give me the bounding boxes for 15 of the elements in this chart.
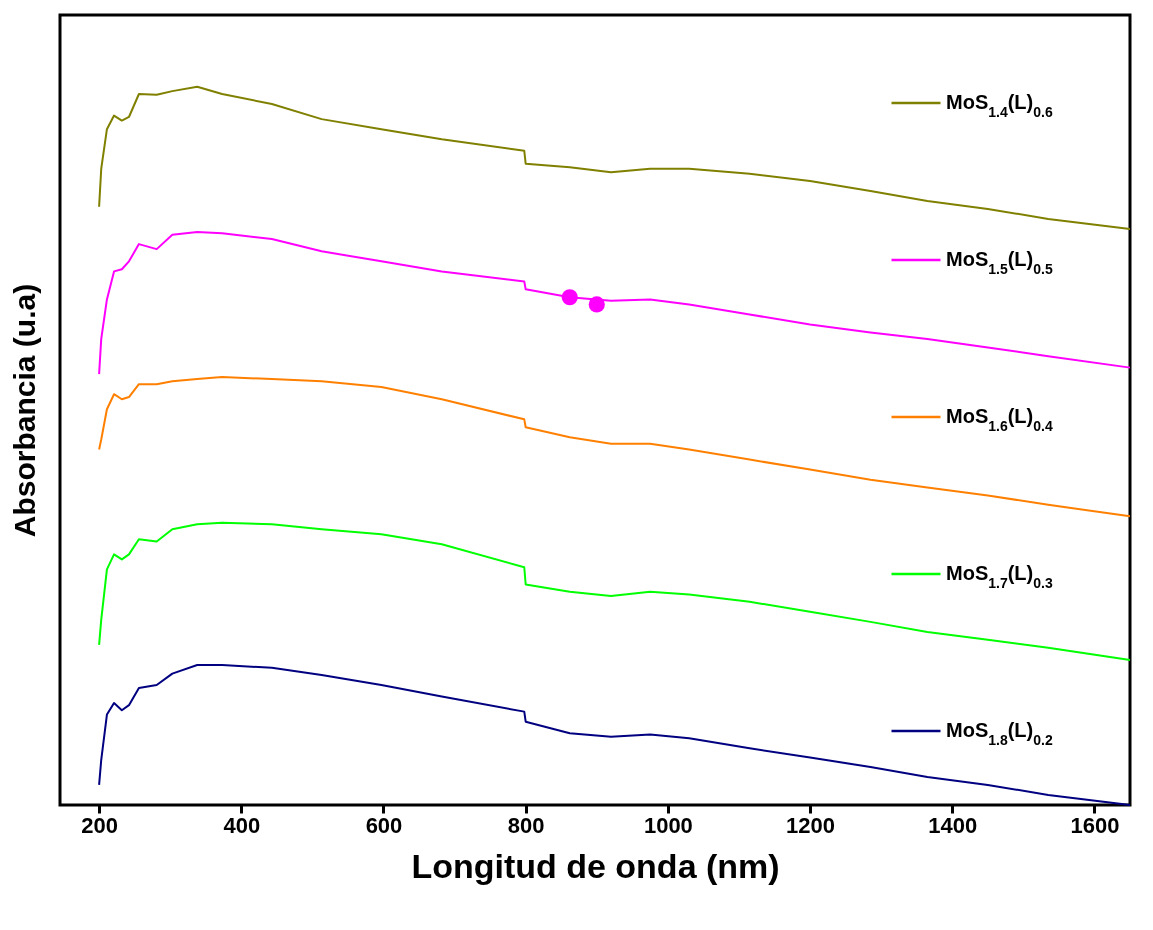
legend-label: MoS$_{1.7}$(L)$_{0.3}$: [946, 562, 1053, 591]
x-tick-label: 200: [81, 812, 118, 838]
x-axis-title: Longitud de onda (nm): [411, 846, 780, 885]
y-axis-title: Absorbancia (u.a): [7, 283, 41, 538]
legend-label: MoS$_{1.5}$(L)$_{0.5}$: [946, 248, 1053, 277]
x-tick-label: 800: [507, 812, 545, 838]
legend-label: MoS$_{1.4}$(L)$_{0.6}$: [946, 91, 1053, 120]
x-tick-label: 1400: [928, 812, 978, 838]
legend-label: MoS$_{1.6}$(L)$_{0.4}$: [946, 405, 1053, 434]
x-tick-label: 600: [365, 812, 403, 838]
x-tick-label: 400: [223, 812, 261, 838]
x-tick-label: 1200: [786, 812, 836, 838]
legend-label: MoS$_{1.8}$(L)$_{0.2}$: [946, 719, 1053, 748]
x-tick-label: 1600: [1070, 812, 1120, 838]
x-tick-label: 1000: [643, 812, 693, 838]
